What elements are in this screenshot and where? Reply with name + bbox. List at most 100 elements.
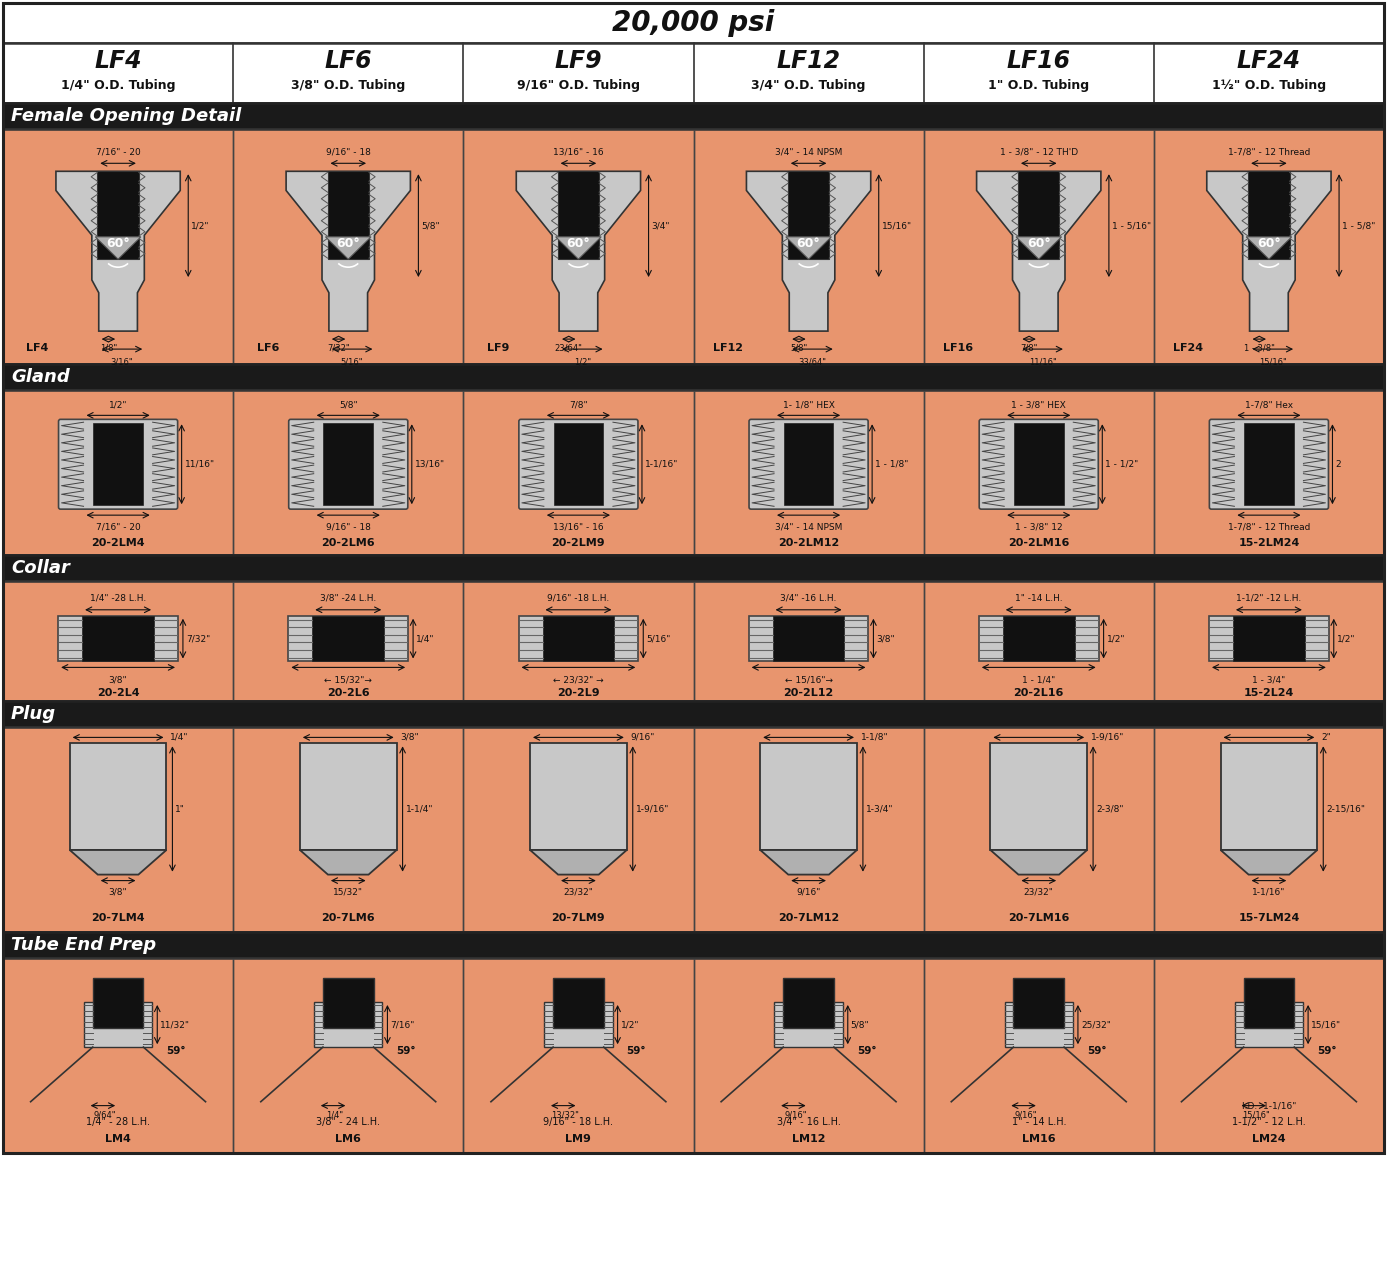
- Polygon shape: [286, 172, 411, 332]
- Text: 2-15/16": 2-15/16": [1326, 805, 1365, 814]
- Polygon shape: [990, 850, 1087, 874]
- Text: LF24: LF24: [1237, 49, 1301, 73]
- Bar: [233, 727, 463, 932]
- Bar: [1244, 978, 1294, 1028]
- Text: Gland: Gland: [11, 369, 69, 387]
- Bar: [3, 727, 1384, 932]
- Text: LM16: LM16: [1022, 1134, 1056, 1144]
- Text: 9/16" O.D. Tubing: 9/16" O.D. Tubing: [517, 78, 639, 91]
- Bar: [990, 744, 1087, 850]
- Text: LF12: LF12: [713, 343, 743, 352]
- Text: ← 15/16"→: ← 15/16"→: [785, 676, 832, 685]
- Bar: [3, 556, 1384, 581]
- Polygon shape: [1221, 850, 1318, 874]
- Text: 9/16": 9/16": [631, 733, 655, 742]
- Bar: [463, 390, 694, 556]
- Bar: [774, 1002, 843, 1047]
- Text: 3/16": 3/16": [111, 357, 133, 366]
- Bar: [1154, 581, 1384, 701]
- Text: 15/16": 15/16": [882, 221, 911, 230]
- Text: 23/32": 23/32": [1024, 887, 1054, 896]
- Bar: [924, 129, 1154, 364]
- Bar: [3, 129, 1384, 364]
- Bar: [1209, 616, 1329, 662]
- Text: 20-7LM4: 20-7LM4: [92, 913, 144, 923]
- Text: 20-2LM9: 20-2LM9: [552, 539, 605, 548]
- Text: 1": 1": [175, 805, 186, 814]
- Bar: [784, 978, 834, 1028]
- Text: 1 - 3/8": 1 - 3/8": [1244, 343, 1275, 352]
- Bar: [97, 172, 139, 259]
- Bar: [1014, 424, 1064, 506]
- Bar: [1248, 172, 1290, 259]
- Text: 23/64": 23/64": [555, 343, 583, 352]
- Text: 9/16" - 18 L.H.: 9/16" - 18 L.H.: [544, 1116, 613, 1126]
- Text: 1-9/16": 1-9/16": [1092, 733, 1125, 742]
- Bar: [3, 581, 233, 701]
- Bar: [1014, 978, 1064, 1028]
- Bar: [3, 129, 233, 364]
- Bar: [1154, 727, 1384, 932]
- Bar: [1154, 957, 1384, 1153]
- Text: 60°: 60°: [1257, 237, 1280, 250]
- Text: 1-7/8" - 12 Thread: 1-7/8" - 12 Thread: [1227, 147, 1311, 156]
- FancyBboxPatch shape: [58, 420, 178, 509]
- Text: 13/16": 13/16": [415, 460, 445, 468]
- Polygon shape: [300, 850, 397, 874]
- Text: 1-1/8": 1-1/8": [861, 733, 889, 742]
- Text: I.D.  1-1/16": I.D. 1-1/16": [1241, 1102, 1295, 1111]
- Bar: [530, 744, 627, 850]
- Polygon shape: [556, 237, 601, 259]
- Text: 1-1/16": 1-1/16": [1252, 887, 1286, 896]
- Polygon shape: [1207, 172, 1332, 332]
- Text: LF4: LF4: [26, 343, 49, 352]
- Text: 33/64": 33/64": [799, 357, 827, 366]
- Text: ← 15/32"→: ← 15/32"→: [325, 676, 372, 685]
- Text: 20-2LM4: 20-2LM4: [92, 539, 144, 548]
- Text: 1½" O.D. Tubing: 1½" O.D. Tubing: [1212, 78, 1326, 91]
- Text: 3/4" - 16 L.H.: 3/4" - 16 L.H.: [777, 1116, 841, 1126]
- Bar: [979, 616, 1099, 662]
- Text: 2: 2: [1336, 460, 1341, 468]
- Text: 1- 1/8" HEX: 1- 1/8" HEX: [782, 401, 835, 410]
- Text: 60°: 60°: [337, 237, 361, 250]
- Bar: [1154, 129, 1384, 364]
- FancyBboxPatch shape: [1209, 420, 1329, 509]
- Text: Collar: Collar: [11, 559, 69, 577]
- Text: 1/2": 1/2": [108, 401, 128, 410]
- Bar: [784, 424, 834, 506]
- Text: 1/4" -28 L.H.: 1/4" -28 L.H.: [90, 594, 146, 603]
- Bar: [553, 978, 603, 1028]
- Text: 20-7LM9: 20-7LM9: [552, 913, 605, 923]
- Text: 1-1/16": 1-1/16": [645, 460, 678, 468]
- Text: 7/16": 7/16": [390, 1020, 415, 1029]
- Text: 11/16": 11/16": [1029, 357, 1057, 366]
- Text: 23/32": 23/32": [563, 887, 594, 896]
- Text: 3/4" -16 L.H.: 3/4" -16 L.H.: [781, 594, 836, 603]
- Text: 1" O.D. Tubing: 1" O.D. Tubing: [988, 78, 1089, 91]
- Text: Plug: Plug: [11, 705, 55, 723]
- Bar: [924, 390, 1154, 556]
- Bar: [3, 390, 1384, 556]
- Bar: [694, 957, 924, 1153]
- Text: 3/8": 3/8": [108, 676, 128, 685]
- Polygon shape: [1246, 237, 1291, 259]
- FancyBboxPatch shape: [979, 420, 1099, 509]
- Text: 3/4" - 14 NPSM: 3/4" - 14 NPSM: [775, 522, 842, 531]
- Bar: [1018, 172, 1060, 259]
- Text: 1 - 3/8" - 12 TH'D: 1 - 3/8" - 12 TH'D: [1000, 147, 1078, 156]
- Polygon shape: [530, 850, 627, 874]
- Text: LF9: LF9: [555, 49, 602, 73]
- Bar: [694, 727, 924, 932]
- Bar: [519, 616, 638, 662]
- Bar: [463, 957, 694, 1153]
- Text: 20-2L16: 20-2L16: [1014, 687, 1064, 698]
- Text: 1 - 3/4": 1 - 3/4": [1252, 676, 1286, 685]
- Text: 59°: 59°: [627, 1046, 646, 1056]
- Text: 7/16" - 20: 7/16" - 20: [96, 522, 140, 531]
- Bar: [542, 616, 614, 662]
- FancyBboxPatch shape: [519, 420, 638, 509]
- Text: 15-7LM24: 15-7LM24: [1239, 913, 1300, 923]
- Polygon shape: [786, 237, 831, 259]
- Text: LF16: LF16: [943, 343, 974, 352]
